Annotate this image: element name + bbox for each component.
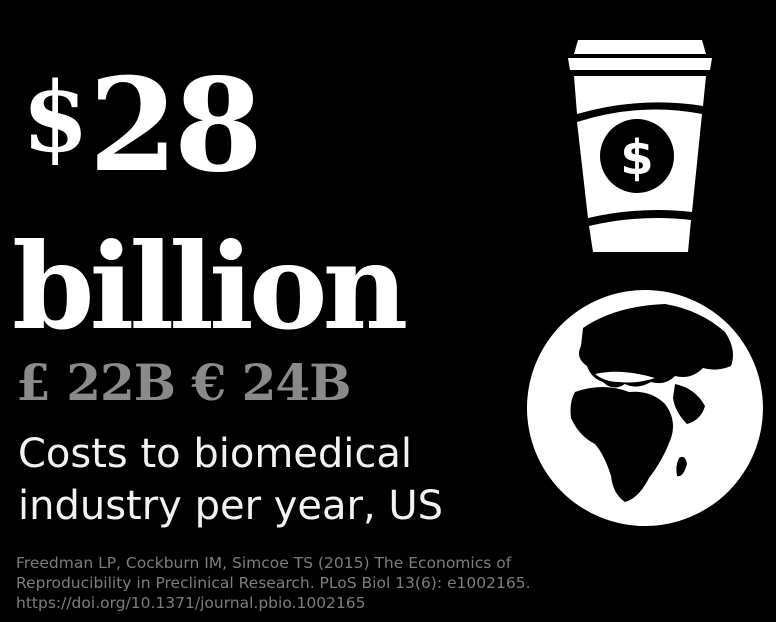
headline-unit: billion xyxy=(12,217,408,356)
globe-icon xyxy=(527,290,765,526)
dollar-symbol: $ xyxy=(22,61,89,174)
caption-line-2: industry per year, US xyxy=(18,483,444,529)
coffee-cup-dollar-icon: $ xyxy=(568,40,712,252)
citation-line-3: https://doi.org/10.1371/journal.pbio.100… xyxy=(16,594,366,612)
citation-line-1: Freedman LP, Cockburn IM, Simcoe TS (201… xyxy=(16,554,512,572)
currency-equivalents: £ 22B € 24B xyxy=(16,353,351,412)
citation-line-2: Reproducibility in Preclinical Research.… xyxy=(16,574,531,592)
headline-amount: $28 xyxy=(22,61,263,190)
amount-number: 28 xyxy=(88,51,263,201)
caption: Costs to biomedical industry per year, U… xyxy=(18,428,458,532)
cup-dollar-symbol: $ xyxy=(620,130,653,186)
caption-line-1: Costs to biomedical xyxy=(18,431,413,477)
citation: Freedman LP, Cockburn IM, Simcoe TS (201… xyxy=(16,553,656,613)
